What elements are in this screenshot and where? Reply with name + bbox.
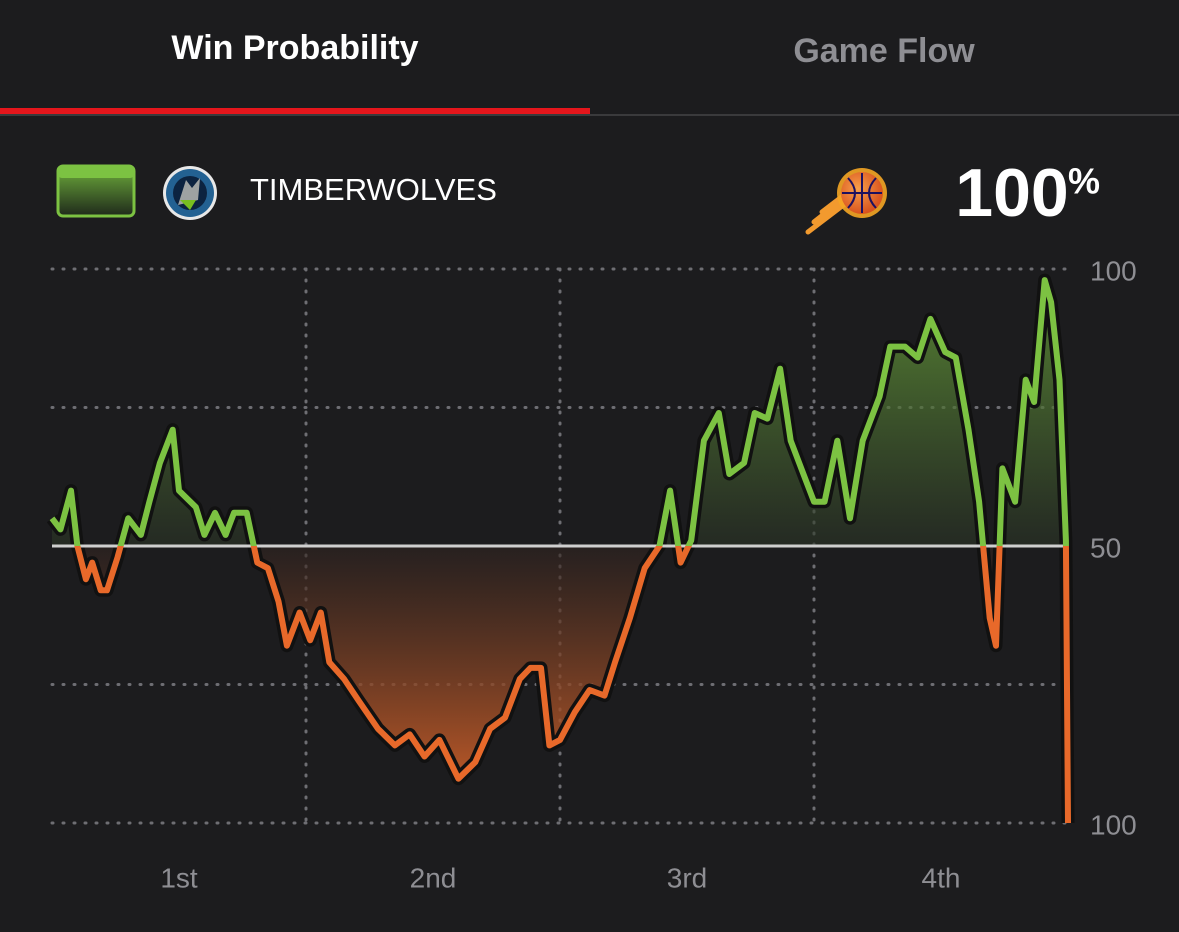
tab-active[interactable]: Win Probability [171, 29, 418, 67]
probability-line [49, 277, 1071, 824]
tab-divider [0, 114, 1179, 116]
tab-indicator [0, 108, 590, 114]
y-tick-label: 50 [1090, 532, 1121, 563]
opponent-logo [805, 168, 887, 235]
tab[interactable]: Game Flow [793, 32, 975, 70]
team-logo [163, 166, 217, 220]
x-tick-label: 2nd [410, 862, 457, 893]
win-probability: 100 [955, 155, 1068, 231]
x-tick-label: 3rd [667, 862, 707, 893]
team-name: TIMBERWOLVES [250, 172, 497, 207]
y-tick-label: 100 [1090, 809, 1137, 840]
percent-sign: % [1068, 161, 1100, 202]
chart: 1st 2nd 3rd 4th 100 50 100 [46, 255, 1137, 893]
x-tick-label: 4th [922, 862, 961, 893]
probability-area [52, 280, 1068, 824]
legend-swatch-top [58, 166, 134, 178]
x-tick-label: 1st [160, 862, 198, 893]
y-tick-label: 100 [1090, 255, 1137, 286]
